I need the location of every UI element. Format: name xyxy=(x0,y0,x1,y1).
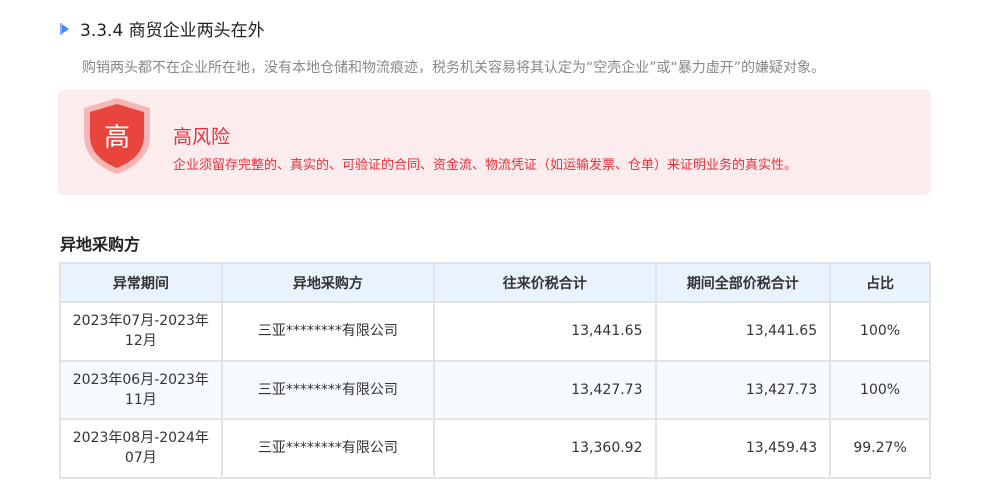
header-purchaser: 异地采购方 xyxy=(220,262,436,303)
purchaser-table: 异常期间 异地采购方 往来价税合计 期间全部价税合计 占比 2023年07月-2… xyxy=(59,262,931,479)
cell-amount: 13,441.65 xyxy=(433,301,657,362)
risk-advice: 企业须留存完整的、真实的、可验证的合同、资金流、物流凭证（如运输发票、仓单）来证… xyxy=(173,158,798,173)
risk-panel: 高 高风险 企业须留存完整的、真实的、可验证的合同、资金流、物流凭证（如运输发票… xyxy=(58,90,931,195)
header-ratio: 占比 xyxy=(829,262,931,303)
header-period: 异常期间 xyxy=(59,262,223,303)
table-header: 异常期间 异地采购方 往来价税合计 期间全部价税合计 占比 xyxy=(59,262,931,303)
header-amount: 往来价税合计 xyxy=(433,262,657,303)
cell-purchaser: 三亚********有限公司 xyxy=(220,301,436,362)
cell-amount: 13,427.73 xyxy=(433,359,657,420)
table-row: 2023年06月-2023年11月 三亚********有限公司 13,427.… xyxy=(59,359,931,420)
cell-ratio: 100% xyxy=(829,359,931,420)
cell-ratio: 99.27% xyxy=(829,418,931,479)
table-row: 2023年08月-2024年07月 三亚********有限公司 13,360.… xyxy=(59,418,931,479)
shield-icon: 高 xyxy=(84,98,150,174)
cell-ratio: 100% xyxy=(829,301,931,362)
triangle-marker-icon xyxy=(60,22,72,36)
cell-total: 13,427.73 xyxy=(654,359,832,420)
header-total: 期间全部价税合计 xyxy=(654,262,832,303)
table-title: 异地采购方 xyxy=(60,235,141,254)
cell-purchaser: 三亚********有限公司 xyxy=(220,418,436,479)
risk-level: 高风险 xyxy=(173,126,231,148)
section-title: 3.3.4 商贸企业两头在外 xyxy=(60,16,265,41)
cell-period: 2023年06月-2023年11月 xyxy=(59,359,223,420)
cell-total: 13,459.43 xyxy=(654,418,832,479)
cell-period: 2023年07月-2023年12月 xyxy=(59,301,223,362)
cell-period: 2023年08月-2024年07月 xyxy=(59,418,223,479)
risk-badge: 高 xyxy=(104,123,130,153)
table-row: 2023年07月-2023年12月 三亚********有限公司 13,441.… xyxy=(59,301,931,362)
section-description: 购销两头都不在企业所在地，没有本地仓储和物流痕迹，税务机关容易将其认定为“空壳企… xyxy=(82,60,826,76)
cell-total: 13,441.65 xyxy=(654,301,832,362)
cell-amount: 13,360.92 xyxy=(433,418,657,479)
cell-purchaser: 三亚********有限公司 xyxy=(220,359,436,420)
